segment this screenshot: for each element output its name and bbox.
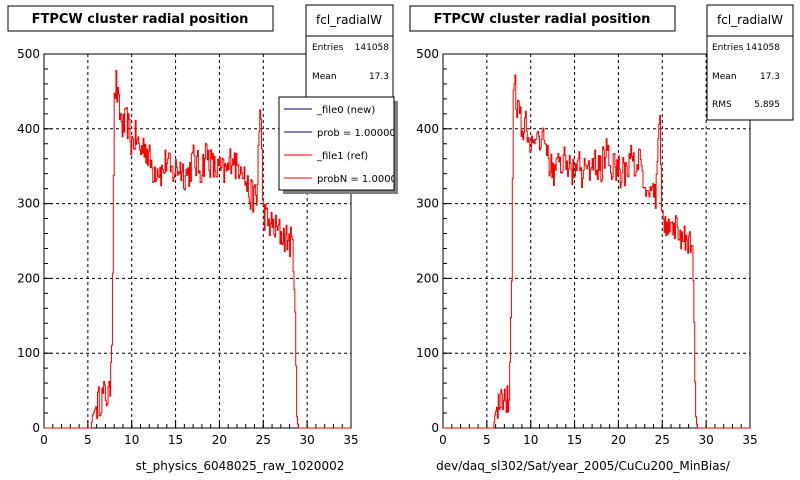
- panel-title: FTPCW cluster radial position: [434, 12, 651, 27]
- legend-label: probN = 1.000000: [317, 174, 410, 185]
- x-axis-title: st_physics_6048025_raw_1020002: [136, 459, 345, 473]
- x-tick-label: 0: [40, 433, 48, 447]
- stats-label: Mean: [312, 72, 337, 82]
- legend-label: _file0 (new): [316, 105, 375, 116]
- legend-label: prob = 1.000000: [317, 128, 402, 139]
- x-tick-label: 30: [699, 433, 714, 447]
- y-tick-label: 500: [17, 47, 40, 61]
- x-tick-label: 30: [300, 433, 315, 447]
- y-tick-label: 100: [416, 346, 439, 360]
- x-tick-label: 10: [523, 433, 538, 447]
- x-tick-label: 0: [439, 433, 447, 447]
- y-tick-label: 500: [416, 47, 439, 61]
- legend: _file0 (new) prob = 1.000000 _file1 (ref…: [278, 96, 410, 194]
- x-tick-label: 25: [655, 433, 670, 447]
- x-tick-label: 10: [124, 433, 139, 447]
- stats-value: 141058: [746, 43, 781, 53]
- stats-label: Mean: [712, 72, 737, 82]
- y-tick-label: 300: [416, 197, 439, 211]
- histogram-line: [44, 70, 351, 429]
- histogram: [44, 70, 351, 429]
- axis-ticks: 0 5 10 15 20 25 30 35 0 100 200 300 400 500: [17, 47, 359, 447]
- stats-value: 141058: [355, 43, 390, 53]
- y-tick-label: 200: [17, 271, 40, 285]
- plot-frame: [442, 53, 751, 429]
- histogram: [443, 74, 750, 429]
- x-tick-label: 35: [742, 433, 757, 447]
- stats-label: RMS: [712, 100, 732, 110]
- stats-value: 5.895: [754, 100, 780, 110]
- stats-box: fcl_radialW Entries 141058 Mean 17.3 RMS…: [706, 4, 794, 121]
- y-tick-label: 0: [431, 421, 439, 435]
- y-tick-label: 100: [17, 346, 40, 360]
- x-tick-label: 25: [256, 433, 271, 447]
- y-tick-label: 200: [416, 271, 439, 285]
- stats-value: 17.3: [369, 72, 389, 82]
- panel-left: FTPCW cluster radial position 0 5 10 15 20 25…: [7, 4, 410, 473]
- x-tick-label: 15: [567, 433, 582, 447]
- y-tick-label: 300: [17, 197, 40, 211]
- panel-right: FTPCW cluster radial position 0 5 10 15 20 25…: [409, 4, 794, 473]
- panel-title: FTPCW cluster radial position: [32, 12, 249, 27]
- axis-ticks: 0 5 10 15 20 25 30 35 0 100 200 300 400 500: [416, 47, 758, 447]
- stats-name: fcl_radialW: [316, 13, 382, 27]
- y-tick-label: 400: [416, 122, 439, 136]
- y-tick-label: 0: [32, 421, 40, 435]
- grid: [443, 54, 750, 428]
- x-tick-label: 15: [168, 433, 183, 447]
- stats-label: Entries: [712, 43, 744, 53]
- stats-value: 17.3: [760, 72, 780, 82]
- x-tick-label: 35: [343, 433, 358, 447]
- y-tick-label: 400: [17, 122, 40, 136]
- title-box: [409, 5, 676, 32]
- x-tick-label: 5: [483, 433, 491, 447]
- x-tick-label: 20: [611, 433, 626, 447]
- histogram-line: [443, 74, 750, 429]
- stats-name: fcl_radialW: [717, 13, 783, 27]
- stats-label: Entries: [312, 43, 344, 53]
- x-tick-label: 5: [84, 433, 92, 447]
- x-axis-title: dev/daq_sl302/Sat/year_2005/CuCu200_MinB…: [436, 459, 731, 473]
- title-box: [7, 5, 274, 32]
- x-tick-label: 20: [212, 433, 227, 447]
- legend-label: _file1 (ref): [316, 151, 368, 162]
